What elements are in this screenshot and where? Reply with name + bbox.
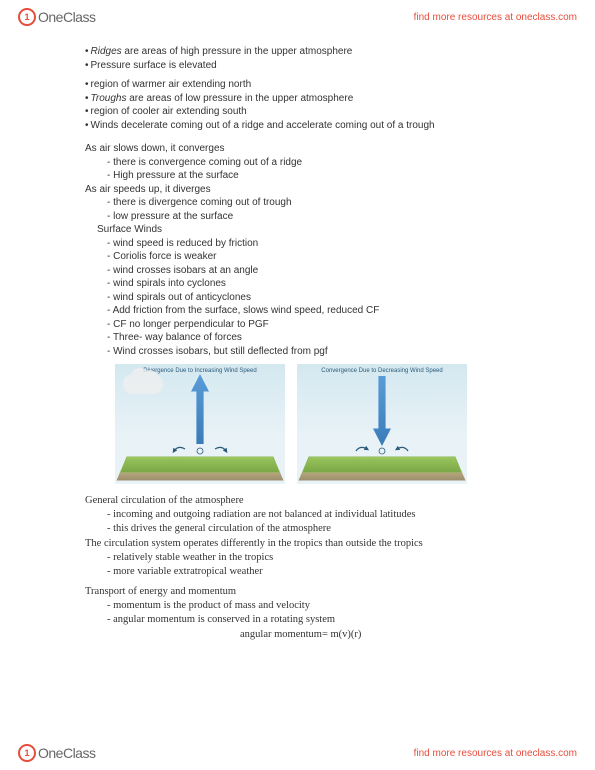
item-cf-pgf: CF no longer perpendicular to PGF: [107, 318, 535, 332]
heading-surface-winds: Surface Winds: [97, 223, 535, 237]
resources-link-bottom[interactable]: find more resources at oneclass.com: [414, 748, 577, 759]
heading-converges: As air slows down, it converges: [85, 142, 535, 156]
item-spirals-anticyclones: wind spirals out of anticyclones: [107, 291, 535, 305]
item-coriolis-weaker: Coriolis force is weaker: [107, 250, 535, 264]
brand-name: OneClass: [38, 9, 95, 25]
bullet-warmer-air: region of warmer air extending north: [85, 78, 535, 92]
page-footer: 1 OneClass find more resources at onecla…: [0, 736, 595, 770]
diagram-convergence: Convergence Due to Decreasing Wind Speed: [297, 364, 467, 484]
brand-logo-footer: 1 OneClass: [18, 744, 95, 762]
item-three-way: Three- way balance of forces: [107, 331, 535, 345]
bullet-troughs: Troughs are areas of low pressure in the…: [85, 92, 535, 106]
item-momentum-def: momentum is the product of mass and velo…: [107, 599, 535, 613]
item-isobars-angle: wind crosses isobars at an angle: [107, 264, 535, 278]
item-add-friction: Add friction from the surface, slows win…: [107, 304, 535, 318]
heading-circulation-tropics: The circulation system operates differen…: [85, 537, 535, 551]
logo-icon-footer: 1: [18, 744, 36, 762]
brand-name-footer: OneClass: [38, 745, 95, 761]
brand-logo: 1 OneClass: [18, 8, 95, 26]
item-friction: wind speed is reduced by friction: [107, 237, 535, 251]
arrow-up-icon: [191, 374, 209, 444]
item-spirals-cyclones: wind spirals into cyclones: [107, 277, 535, 291]
cloud-icon: [123, 374, 163, 394]
item-variable-extratropical: more variable extratropical weather: [107, 565, 535, 579]
item-stable-tropics: relatively stable weather in the tropics: [107, 551, 535, 565]
logo-icon: 1: [18, 8, 36, 26]
item-radiation-balance: incoming and outgoing radiation are not …: [107, 508, 535, 522]
resources-link-top[interactable]: find more resources at oneclass.com: [414, 12, 577, 23]
diagram-divergence: Divergence Due to Increasing Wind Speed: [115, 364, 285, 484]
formula-angular-momentum: angular momentum= m(v)(r): [240, 628, 535, 642]
item-drives-circulation: this drives the general circulation of t…: [107, 522, 535, 536]
bullet-pressure-elevated: Pressure surface is elevated: [85, 59, 535, 73]
item-low-pressure: low pressure at the surface: [107, 210, 535, 224]
arrow-down-icon: [373, 376, 391, 446]
item-high-pressure: High pressure at the surface: [107, 169, 535, 183]
item-divergence-trough: there is divergence coming out of trough: [107, 196, 535, 210]
diagram-right-label: Convergence Due to Decreasing Wind Speed: [297, 367, 467, 375]
bullet-winds-decel: Winds decelerate coming out of a ridge a…: [85, 119, 535, 133]
item-convergence-ridge: there is convergence coming out of a rid…: [107, 156, 535, 170]
item-angular-conserved: angular momentum is conserved in a rotat…: [107, 613, 535, 627]
item-crosses-isobars: Wind crosses isobars, but still deflecte…: [107, 345, 535, 359]
heading-transport: Transport of energy and momentum: [85, 585, 535, 599]
circulation-arrows-left: [170, 439, 230, 459]
ground-plane-right: [297, 457, 467, 484]
document-body: Ridges are areas of high pressure in the…: [85, 45, 535, 730]
bullet-ridges: Ridges are areas of high pressure in the…: [85, 45, 535, 59]
ground-plane-left: [115, 457, 285, 484]
page-header: 1 OneClass find more resources at onecla…: [0, 0, 595, 34]
bullet-cooler-air: region of cooler air extending south: [85, 105, 535, 119]
heading-general-circulation: General circulation of the atmosphere: [85, 494, 535, 508]
heading-diverges: As air speeds up, it diverges: [85, 183, 535, 197]
circulation-arrows-right: [352, 439, 412, 459]
diagram-row: Divergence Due to Increasing Wind Speed …: [115, 364, 535, 484]
